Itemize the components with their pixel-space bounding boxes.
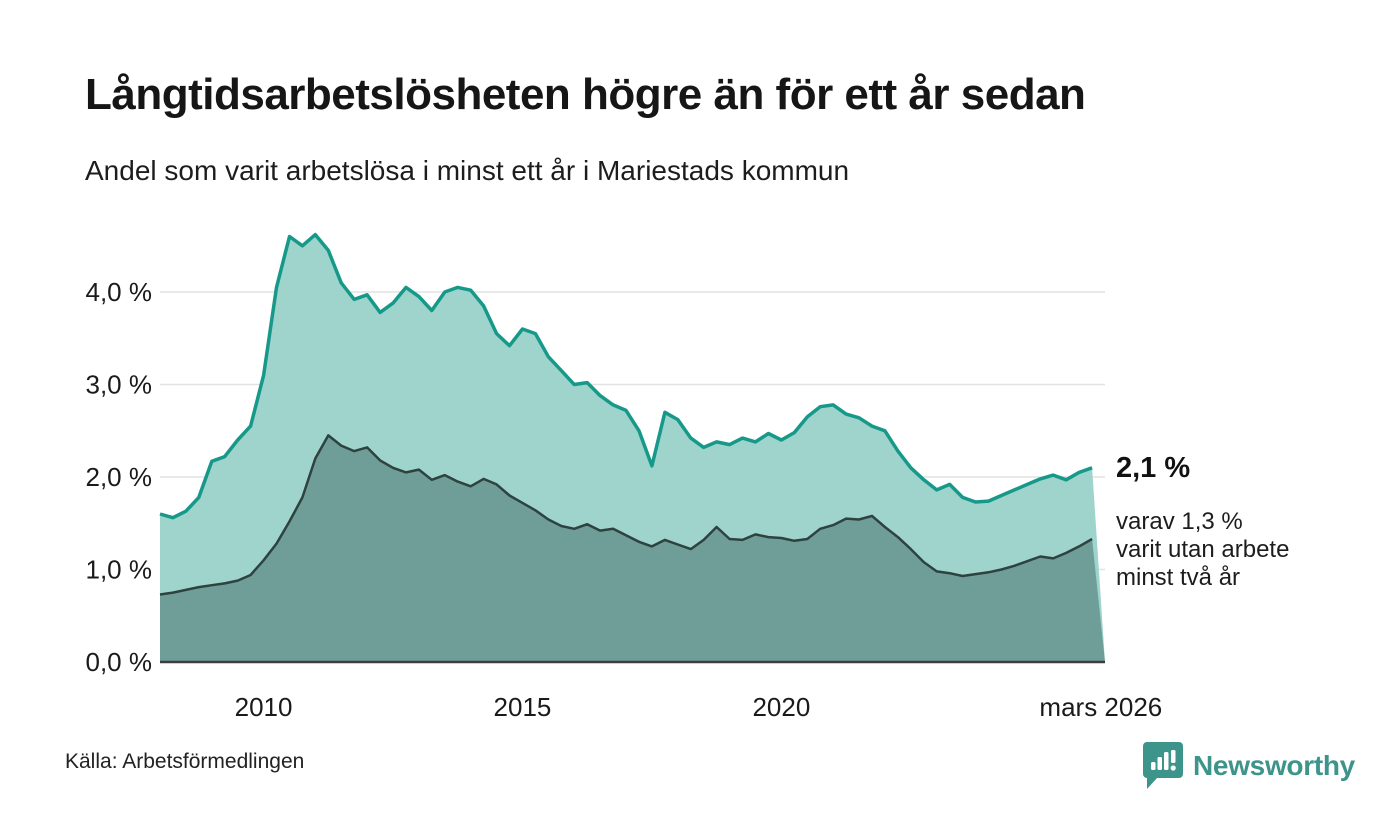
y-axis-tick-label: 1,0 %: [86, 555, 153, 585]
y-axis-tick-label: 4,0 %: [86, 277, 153, 307]
x-axis-tick-label: mars 2026: [1039, 692, 1162, 722]
logo-bubble: [1143, 742, 1183, 789]
area-unemployed-two-years: [160, 435, 1105, 662]
y-axis-tick-label: 2,0 %: [86, 462, 153, 492]
x-axis-tick-label: 2020: [752, 692, 810, 722]
line-unemployed-one-year: [159, 232, 1093, 520]
latest-value-detail: varav 1,3 % varit utan arbete minst två …: [1116, 508, 1290, 591]
chart-subtitle: Andel som varit arbetslösa i minst ett å…: [85, 155, 850, 186]
latest-value-label: 2,1 %: [1116, 451, 1191, 484]
x-axis-tick-label: 2010: [235, 692, 293, 722]
y-axis-tick-label: 3,0 %: [86, 370, 153, 400]
brand-wordmark: Newsworthy: [1193, 750, 1355, 781]
brand-lockup: Newsworthy: [1143, 741, 1355, 791]
page-title: Långtidsarbetslösheten högre än för ett …: [85, 70, 1086, 119]
y-axis-tick-label: 0,0 %: [86, 647, 153, 677]
x-axis-tick-label: 2015: [494, 692, 552, 722]
source-attribution: Källa: Arbetsförmedlingen: [65, 750, 305, 773]
line-unemployed-two-years: [159, 434, 1093, 596]
logo-bars-icon: [1151, 750, 1176, 771]
newsworthy-logo-icon: [1143, 742, 1183, 789]
